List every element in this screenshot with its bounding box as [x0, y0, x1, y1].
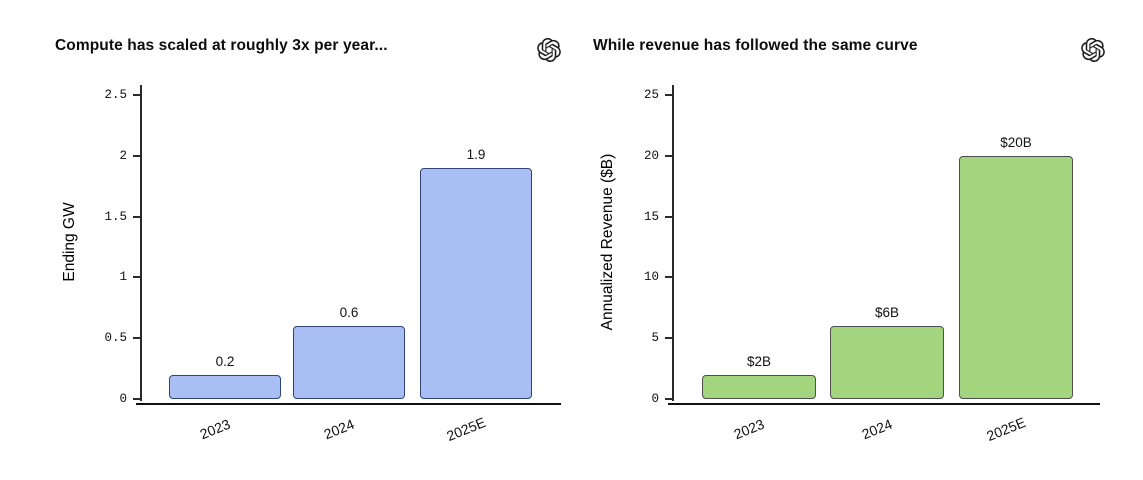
y-axis-tick-label: 25: [643, 88, 659, 102]
x-axis-label: 2023: [197, 415, 233, 443]
x-axis-label: 2023: [731, 415, 767, 443]
y-axis-title: Annualized Revenue ($B): [599, 153, 616, 331]
bar: [702, 374, 816, 399]
compute-chart-title: Compute has scaled at roughly 3x per yea…: [55, 37, 388, 54]
y-axis-tick-label: 2: [119, 148, 127, 163]
bar-value-label: 1.9: [466, 146, 486, 162]
y-axis-tick: [665, 94, 672, 96]
y-axis-tick: [133, 215, 140, 218]
openai-logo-icon: [1081, 38, 1105, 62]
y-axis-spine: [672, 85, 674, 401]
y-axis-tick: [133, 154, 140, 157]
y-axis-tick: [665, 154, 672, 157]
bar: [830, 326, 944, 399]
y-axis-title: Ending GW: [61, 202, 78, 282]
x-axis-baseline: [136, 403, 561, 405]
bar-value-label: 0.6: [339, 305, 359, 321]
revenue-chart-title: While revenue has followed the same curv…: [593, 37, 918, 54]
y-axis-tick-label: 1: [119, 270, 127, 285]
x-axis-label: 2025E: [984, 414, 1028, 445]
compute-chart-panel: Compute has scaled at roughly 3x per yea…: [55, 37, 561, 445]
y-axis-tick: [133, 276, 140, 279]
bar-value-label: $2B: [746, 353, 772, 369]
y-axis-tick: [665, 215, 672, 218]
x-axis-label: 2024: [321, 415, 357, 443]
y-axis-tick-label: 20: [643, 148, 659, 163]
y-axis-tick-label: 2.5: [104, 88, 127, 102]
bar: [169, 374, 281, 399]
bar-value-label: $20B: [1000, 134, 1032, 150]
y-axis-tick-label: 5: [651, 331, 659, 346]
x-axis-label: 2024: [859, 415, 895, 443]
bar-value-label: $6B: [874, 305, 900, 321]
revenue-chart-panel: While revenue has followed the same curv…: [571, 0, 1143, 480]
x-axis-label: 2025E: [444, 414, 488, 445]
y-axis-spine: [140, 85, 142, 401]
y-axis-tick: [133, 94, 140, 96]
y-axis-tick-label: 0.5: [104, 331, 127, 346]
bar: [293, 326, 405, 399]
bar-value-label: 0.2: [215, 353, 235, 369]
bar: [420, 167, 532, 399]
y-axis-tick-label: 10: [643, 270, 659, 285]
y-axis-tick-label: 15: [643, 209, 659, 224]
y-axis-tick: [133, 337, 140, 340]
y-axis-tick-label: 0: [651, 392, 659, 406]
y-axis-tick: [665, 276, 672, 279]
y-axis-tick-label: 0: [119, 392, 127, 406]
y-axis-tick: [133, 398, 140, 400]
y-axis-tick: [665, 337, 672, 340]
openai-logo-icon: [537, 38, 561, 62]
x-axis-baseline: [668, 403, 1100, 405]
y-axis-tick-label: 1.5: [104, 209, 127, 224]
bar: [959, 155, 1073, 399]
y-axis-tick: [665, 398, 672, 400]
